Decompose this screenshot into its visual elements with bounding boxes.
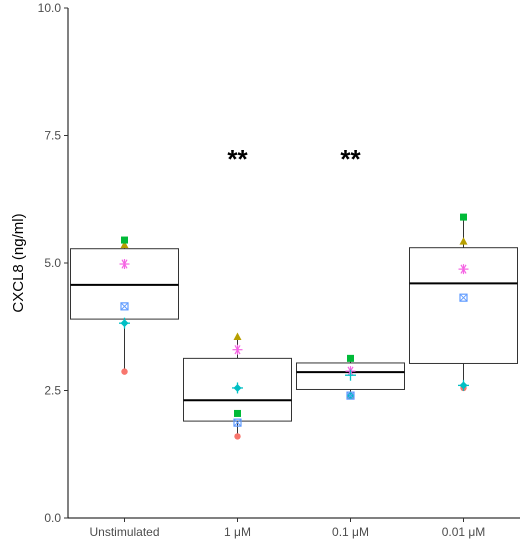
point-square-cross bbox=[346, 391, 355, 400]
x-tick-label: Unstimulated bbox=[89, 525, 159, 539]
y-tick-label: 0.0 bbox=[44, 511, 61, 525]
point-square-cross-line bbox=[120, 302, 129, 311]
point-square-cross-frame bbox=[120, 302, 129, 311]
point-plus bbox=[458, 379, 469, 391]
point-square bbox=[347, 354, 354, 362]
point-square bbox=[121, 236, 128, 244]
y-tick-label: 5.0 bbox=[44, 256, 61, 270]
point-square-cross bbox=[233, 418, 242, 427]
point-asterisk bbox=[119, 259, 130, 270]
point-plus bbox=[345, 369, 356, 381]
box-1 bbox=[70, 240, 179, 372]
point-square-cross bbox=[120, 302, 129, 311]
point-square-cross-line bbox=[346, 391, 355, 400]
point-triangle bbox=[233, 332, 242, 340]
y-tick-label: 10.0 bbox=[38, 1, 62, 15]
point-square bbox=[234, 409, 241, 417]
point-triangle bbox=[120, 240, 129, 249]
x-tick-label: 1 μM bbox=[224, 525, 251, 539]
boxes bbox=[70, 217, 518, 437]
significance-labels: ** ** bbox=[227, 144, 361, 174]
significance-label: ** bbox=[340, 144, 361, 174]
point-asterisk bbox=[458, 264, 469, 275]
points bbox=[119, 213, 469, 440]
y-tick-label: 2.5 bbox=[44, 384, 61, 398]
point-triangle bbox=[459, 237, 468, 245]
point-square-cross-line bbox=[459, 293, 468, 302]
point-square-cross-frame bbox=[346, 391, 355, 400]
point-plus bbox=[232, 382, 243, 394]
point-square-cross bbox=[459, 293, 468, 302]
x-ticks: Unstimulated 1 μM 0.1 μM 0.01 μM bbox=[89, 518, 485, 539]
point-circle bbox=[121, 368, 128, 375]
point-asterisk bbox=[232, 344, 243, 355]
significance-label: ** bbox=[227, 144, 248, 174]
point-circle bbox=[234, 433, 241, 440]
point-plus bbox=[119, 317, 130, 329]
y-axis-title: CXCL8 (ng/ml) bbox=[10, 213, 27, 312]
y-tick-label: 7.5 bbox=[44, 129, 61, 143]
point-square bbox=[460, 213, 467, 221]
y-ticks: 0.0 2.5 5.0 7.5 10.0 bbox=[38, 1, 68, 525]
point-square-cross-line bbox=[233, 418, 242, 427]
point-square-cross-frame bbox=[459, 293, 468, 302]
point-square-cross-frame bbox=[233, 418, 242, 427]
x-tick-label: 0.01 μM bbox=[442, 525, 486, 539]
x-tick-label: 0.1 μM bbox=[332, 525, 369, 539]
